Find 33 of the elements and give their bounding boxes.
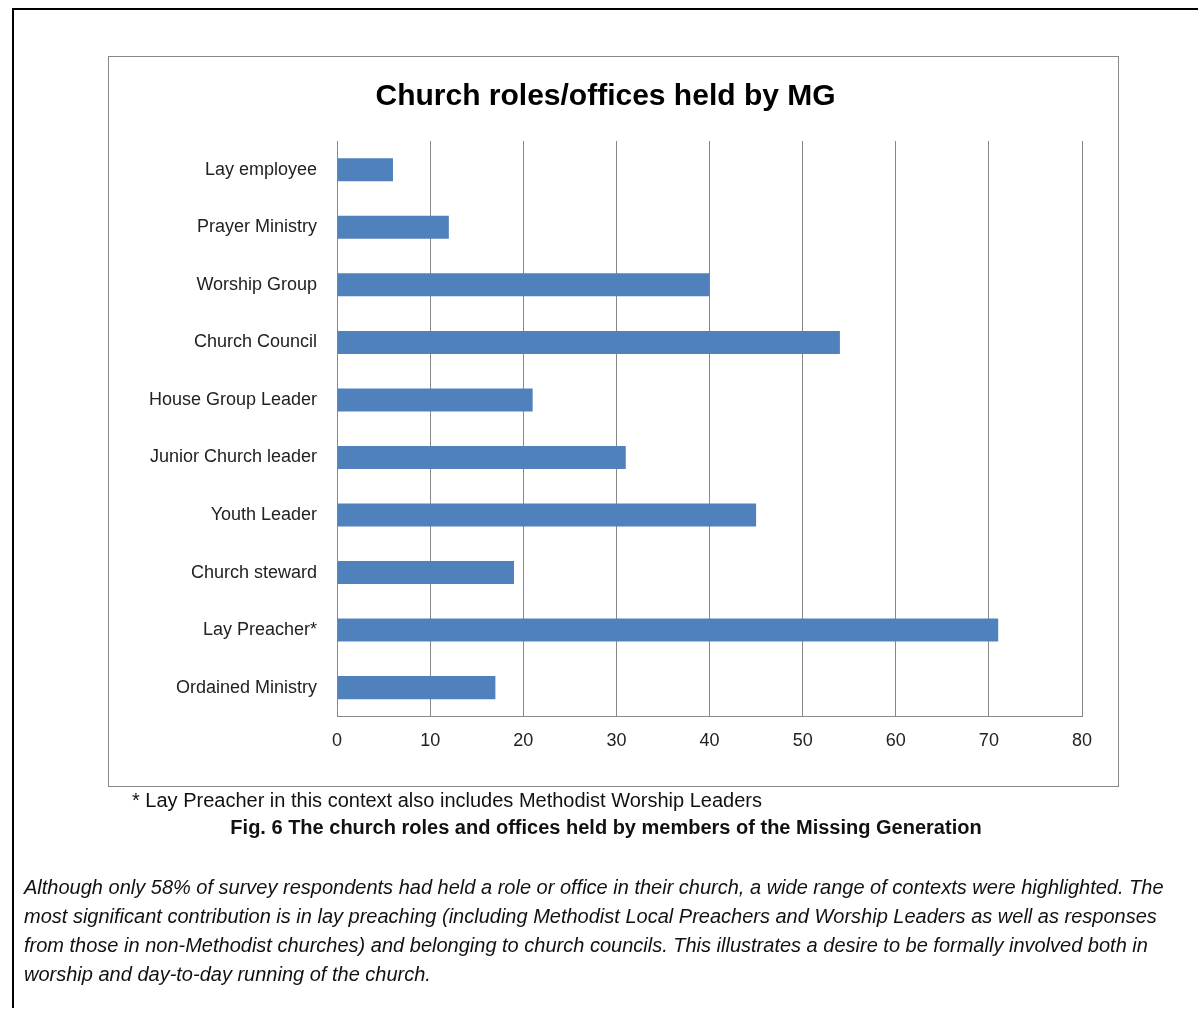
bar bbox=[337, 273, 710, 297]
x-tick-label: 50 bbox=[792, 730, 813, 751]
x-tick-label: 0 bbox=[332, 730, 343, 751]
y-tick-label: Lay employee bbox=[205, 158, 318, 179]
x-tick-label: 20 bbox=[513, 730, 534, 751]
y-tick-label: Church Council bbox=[194, 331, 318, 352]
text: Although only 58% of survey respondents had held a role or office in their church, a wide range of contexts were highlighted. The most significant contribution is in lay preaching (including Methodist Local Preachers and Worship Leaders as well as responses from those in non-Methodist churches) and belonging to church councils. This illustrates a desire to be formally involved both in worship and day-to-day running of the church. bbox=[22, 875, 1165, 987]
x-tick-label: 70 bbox=[978, 730, 999, 751]
bar bbox=[337, 330, 840, 354]
y-tick-label: Church steward bbox=[191, 561, 318, 582]
y-tick-label: Junior Church leader bbox=[150, 446, 318, 467]
bar bbox=[337, 215, 449, 239]
bar bbox=[337, 445, 626, 469]
bar bbox=[337, 388, 533, 412]
y-tick-label: Ordained Ministry bbox=[176, 676, 318, 697]
bar bbox=[337, 561, 515, 585]
bar bbox=[337, 676, 496, 700]
y-tick-label: Youth Leader bbox=[210, 503, 318, 524]
x-tick-label: 10 bbox=[420, 730, 441, 751]
y-tick-label: House Group Leader bbox=[149, 388, 318, 409]
y-tick-label: Prayer Ministry bbox=[197, 216, 318, 237]
bar bbox=[337, 158, 393, 182]
chart-title: Church roles/offices held by MG bbox=[375, 78, 836, 112]
bar bbox=[337, 503, 757, 527]
text: * Lay Preacher in this context also includes Methodist Worship Leaders bbox=[132, 789, 763, 812]
bar bbox=[337, 618, 999, 642]
y-tick-label: Lay Preacher* bbox=[203, 619, 318, 640]
x-tick-label: 40 bbox=[699, 730, 720, 751]
x-tick-label: 30 bbox=[606, 730, 627, 751]
y-tick-label: Worship Group bbox=[196, 273, 318, 294]
x-tick-label: 80 bbox=[1071, 730, 1093, 751]
caption: Fig. 6 The church roles and offices held by members of the Missing Generation bbox=[229, 816, 983, 839]
x-tick-label: 60 bbox=[885, 730, 906, 751]
